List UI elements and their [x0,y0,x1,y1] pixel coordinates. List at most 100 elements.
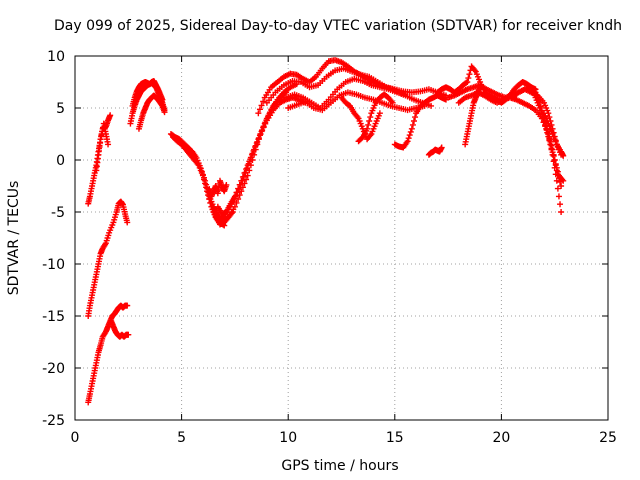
series-arc-7 [129,77,166,109]
data-point [549,149,556,156]
data-point [257,131,264,137]
series-arc-1 [85,112,114,207]
data-point [238,177,245,184]
data-point [550,153,557,160]
y-tick-label: 5 [56,101,65,117]
data-point [199,172,206,179]
series-arc-28 [530,89,567,184]
data-point [553,164,560,171]
y-tick-label: 10 [47,49,65,65]
data-point [554,185,561,192]
data-point [107,112,114,119]
x-tick-label: 15 [386,430,404,446]
data-point [410,118,417,124]
data-point [471,67,478,74]
x-tick-label: 10 [279,430,297,446]
series-arc-22 [425,144,445,158]
plot-frame [74,55,609,421]
data-point [376,110,383,117]
data-point [252,142,259,149]
data-point [244,162,251,169]
data-point [547,141,554,148]
data-point [231,193,238,200]
data-point [254,138,261,145]
data-point [202,180,209,187]
y-tick-label: -10 [42,257,65,273]
data-point [223,181,230,188]
data-point [256,106,263,113]
grid [75,56,608,420]
data-point [260,98,267,105]
x-tick-label: 25 [599,430,617,446]
series-arc-16 [263,65,449,106]
x-axis-tick-labels: 0 5 10 15 20 25 [71,430,617,446]
data-point [558,209,565,215]
data-point [554,168,561,175]
data-point [548,145,555,152]
data-point [124,219,131,226]
data-points [85,57,567,406]
data-point [231,203,238,210]
data-point [558,183,565,189]
series-arc-20 [355,91,396,145]
data-point [552,160,559,167]
data-point [243,166,250,173]
y-tick-label: -20 [42,361,65,377]
data-point [161,109,168,116]
axis-ticks [74,55,609,421]
data-point [546,137,553,144]
data-point [364,125,371,132]
data-point [555,193,562,200]
y-tick-label: -5 [51,205,65,221]
data-point [255,134,262,141]
data-point [406,132,413,139]
data-point [105,141,112,148]
y-axis-tick-labels: -25 -20 -15 -10 -5 0 5 10 [42,49,65,429]
series-arc-26 [462,84,484,148]
data-point [560,177,567,184]
data-point [542,121,549,128]
data-point [465,75,472,82]
data-point [207,199,214,206]
data-point [236,181,243,188]
data-point [244,172,251,179]
series-arc-21 [391,92,449,151]
data-point [358,135,365,142]
data-point [408,125,415,132]
data-point [546,114,553,121]
data-point [366,118,373,124]
x-tick-label: 0 [71,430,80,446]
x-tick-label: 20 [492,430,510,446]
data-point [262,120,269,127]
data-point [233,199,240,206]
data-point [428,102,435,109]
data-point [239,173,246,180]
series-arc-14 [206,177,230,200]
data-point [544,129,551,136]
data-point [551,157,558,163]
data-point [124,302,131,309]
x-axis-label: GPS time / hours [281,458,398,474]
y-tick-label: -15 [42,309,65,325]
series-arc-4 [85,302,131,406]
data-point [203,184,210,191]
data-point [249,150,256,157]
data-point [405,135,412,142]
data-point [464,79,471,85]
series-arc-27 [509,84,565,215]
data-point [407,128,414,135]
y-axis-label: SDTVAR / TECUs [6,181,22,296]
data-point [260,124,267,131]
data-point [246,158,253,165]
x-tick-label: 5 [177,430,186,446]
data-point [438,144,445,151]
data-point [241,170,248,176]
series-arc-3 [85,198,131,319]
data-point [233,189,240,196]
data-point [409,121,416,128]
data-point [560,152,567,159]
data-point [251,146,258,153]
data-point [200,176,207,183]
data-point [258,102,265,109]
